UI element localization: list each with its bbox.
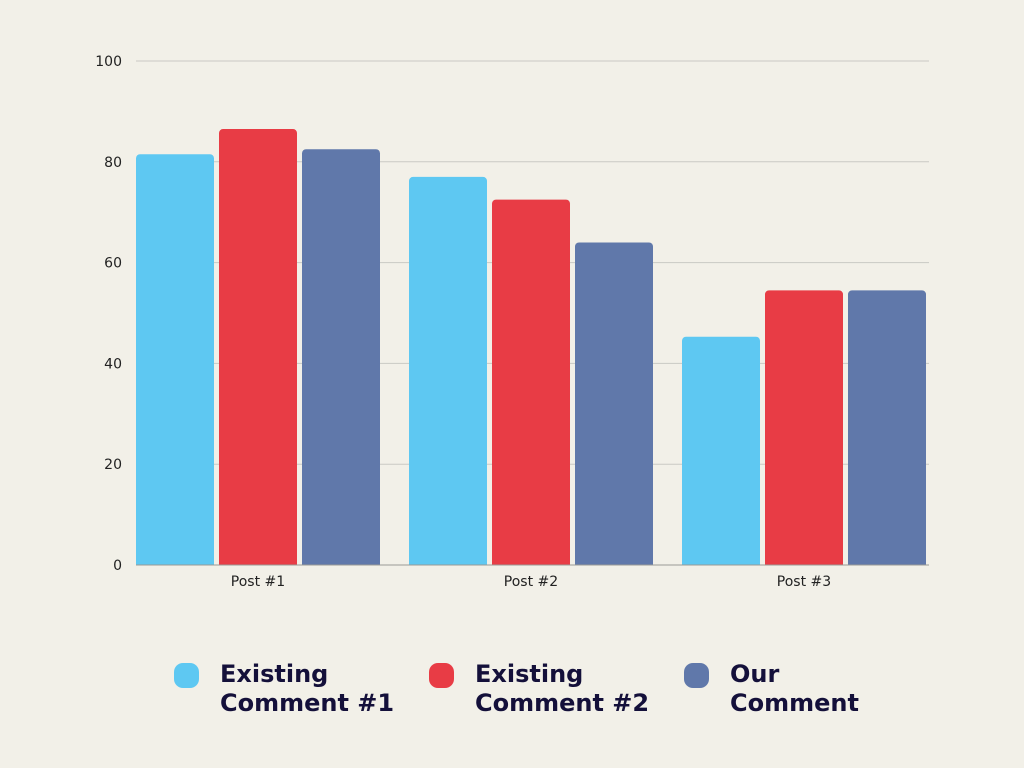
y-tick-label-20: 20 xyxy=(104,457,122,473)
legend-label-existing-comment-2: Existing Comment #2 xyxy=(475,660,650,717)
bar-post-3-series-3 xyxy=(848,290,926,569)
legend-label-our-comment: Our Comment xyxy=(730,660,859,717)
bar-post-1-series-2 xyxy=(219,129,297,570)
x-tick-label-2: Post #2 xyxy=(504,574,558,590)
legend-swatch-our-comment xyxy=(684,663,709,688)
legend-swatch-existing-comment-2 xyxy=(429,663,454,688)
bar-post-2-series-3 xyxy=(575,242,653,569)
legend-swatch-existing-comment-1 xyxy=(174,663,199,688)
baseline-mask xyxy=(136,565,929,571)
y-tick-label-80: 80 xyxy=(104,155,122,171)
bar-post-3-series-1 xyxy=(682,336,760,569)
bar-post-2-series-1 xyxy=(409,176,487,570)
x-tick-label-1: Post #1 xyxy=(231,574,285,590)
bar-post-2-series-2 xyxy=(492,199,570,569)
y-tick-label-100: 100 xyxy=(95,54,122,70)
legend-item-existing-comment-2[interactable]: Existing Comment #2 xyxy=(429,660,675,718)
y-tick-label-40: 40 xyxy=(104,356,122,372)
y-tick-label-0: 0 xyxy=(113,558,122,574)
legend-item-our-comment[interactable]: Our Comment xyxy=(684,660,880,718)
bar-post-1-series-3 xyxy=(302,149,380,569)
legend-item-existing-comment-1[interactable]: Existing Comment #1 xyxy=(174,660,420,718)
legend-label-existing-comment-1: Existing Comment #1 xyxy=(220,660,395,717)
bar-post-3-series-2 xyxy=(765,290,843,569)
bar-post-1-series-1 xyxy=(136,154,214,570)
y-tick-label-60: 60 xyxy=(104,256,122,272)
legend: Existing Comment #1 Existing Comment #2 … xyxy=(0,660,1024,730)
x-tick-label-3: Post #3 xyxy=(777,574,831,590)
bar-chart: 0 20 40 60 80 100 Post #1 Post #2 Post #3 xyxy=(95,54,929,590)
